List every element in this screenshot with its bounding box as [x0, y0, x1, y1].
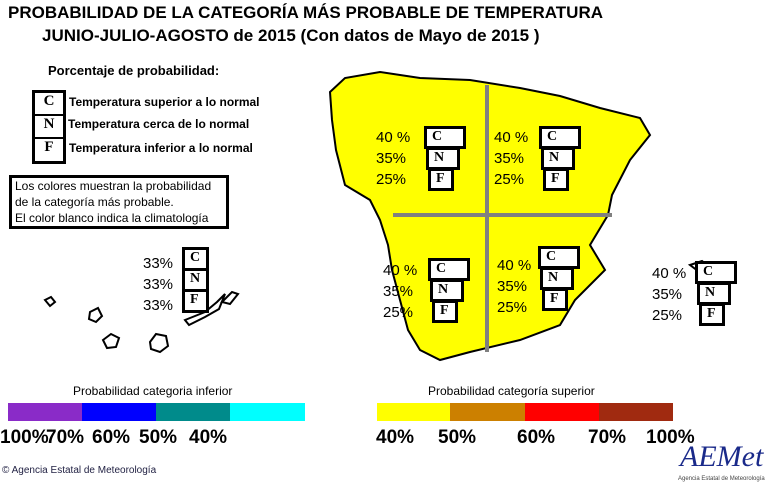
scale-upper-label: 60%: [517, 427, 556, 448]
code-box-n: N: [430, 279, 464, 302]
code-box-n: N: [540, 267, 574, 290]
prob-f: 25%: [383, 304, 414, 321]
code-box-f: F: [182, 289, 209, 313]
scale-lower-label: 70%: [46, 427, 85, 448]
prob-n: 35%: [494, 150, 525, 167]
legend-label-f: Temperatura inferior a lo normal: [69, 141, 253, 155]
code-box-f: F: [543, 168, 569, 191]
legend-note: Los colores muestran la probabilidad de …: [9, 175, 229, 229]
credit-text: Agencia Estatal de Meteorología: [11, 465, 157, 476]
aemet-logo: AEMet: [680, 440, 764, 473]
code-box-c: C: [182, 247, 209, 271]
scale-upper-label: 70%: [588, 427, 627, 448]
color-swatch: [230, 403, 305, 421]
code-box-f: F: [432, 300, 458, 323]
color-swatch: [525, 403, 599, 421]
code-box-c: C: [539, 126, 581, 149]
title-line-1: PROBABILIDAD DE LA CATEGORÍA MÁS PROBABL…: [8, 3, 603, 22]
scale-lower-label: 50%: [139, 427, 178, 448]
footer-credit: © Agencia Estatal de Meteorología: [2, 465, 156, 476]
prob-c: 40 %: [383, 262, 418, 279]
legend-label-c: Temperatura superior a lo normal: [69, 95, 260, 109]
note-line: de la categoría más probable.: [15, 195, 174, 209]
code-box-c: C: [695, 261, 737, 284]
prob-n: 35%: [497, 278, 528, 295]
code-box-c: C: [428, 258, 470, 281]
scale-lower-title: Probabilidad categoria inferior: [73, 384, 233, 398]
prob-n: 35%: [383, 283, 414, 300]
prob-c: 33%: [143, 255, 174, 272]
prob-f: 25%: [652, 307, 683, 324]
color-swatch: [156, 403, 230, 421]
code-box-c: C: [424, 126, 466, 149]
scale-lower-label: 60%: [92, 427, 131, 448]
canary-islands: [43, 290, 240, 354]
legend-code-n: N: [35, 116, 63, 139]
legend-code-c: C: [35, 93, 63, 116]
scale-upper-bar: [377, 403, 673, 421]
color-swatch: [450, 403, 525, 421]
prob-n: 35%: [376, 150, 407, 167]
prob-f: 25%: [497, 299, 528, 316]
note-line: El color blanco indica la climatología: [15, 211, 209, 225]
scale-lower-label: 40%: [189, 427, 228, 448]
code-box-n: N: [697, 282, 731, 305]
legend-label-n: Temperatura cerca de lo normal: [68, 117, 250, 131]
code-box-f: F: [428, 168, 454, 191]
color-swatch: [599, 403, 673, 421]
title-line-2: JUNIO-JULIO-AGOSTO de 2015 (Con datos de…: [42, 26, 540, 45]
scale-upper-label: 40%: [376, 427, 415, 448]
color-swatch: [8, 403, 82, 421]
scale-upper-label: 50%: [438, 427, 477, 448]
legend-heading: Porcentaje de probabilidad:: [48, 63, 220, 78]
copyright-icon: ©: [2, 465, 10, 476]
note-line: Los colores muestran la probabilidad: [15, 179, 212, 193]
scale-upper-label: 100%: [646, 427, 695, 448]
legend-code-box: C N F: [32, 90, 66, 164]
code-box-c: C: [538, 246, 580, 269]
scale-lower-label: 100%: [0, 427, 49, 448]
scale-upper-title: Probabilidad categoría superior: [428, 384, 595, 398]
prob-f: 25%: [376, 171, 407, 188]
code-box-f: F: [699, 303, 725, 326]
legend-code-f: F: [44, 139, 54, 155]
prob-c: 40 %: [376, 129, 411, 146]
prob-f: 25%: [494, 171, 525, 188]
scale-lower-bar: [8, 403, 305, 421]
code-box-n: N: [541, 147, 575, 170]
code-box-f: F: [542, 288, 568, 311]
prob-c: 40 %: [497, 257, 532, 274]
color-swatch: [377, 403, 450, 421]
code-box-n: N: [426, 147, 460, 170]
prob-n: 33%: [143, 276, 174, 293]
prob-f: 33%: [143, 297, 174, 314]
aemet-logo-sub: Agencia Estatal de Meteorología: [678, 476, 765, 482]
color-swatch: [82, 403, 156, 421]
prob-n: 35%: [652, 286, 683, 303]
prob-c: 40 %: [494, 129, 529, 146]
prob-c: 40 %: [652, 265, 687, 282]
